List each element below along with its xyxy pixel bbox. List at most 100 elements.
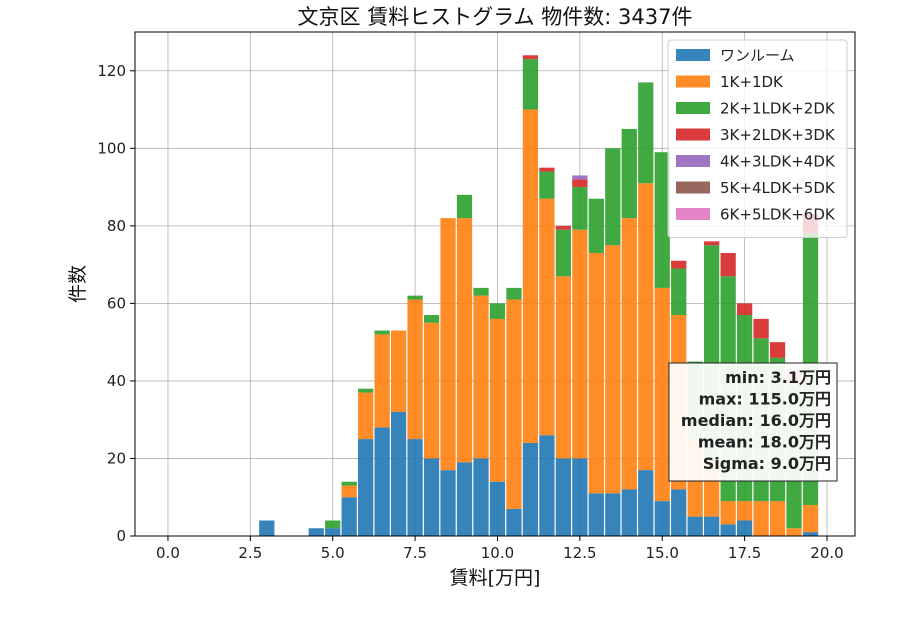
bar-segment-2-bin-17 <box>555 276 572 459</box>
bar-segment-1-bin-28 <box>736 520 753 536</box>
bar-segment-3-bin-6 <box>374 330 390 335</box>
bar-segment-3-bin-8 <box>407 295 423 300</box>
bar-segment-2-bin-16 <box>539 198 555 436</box>
bar-segment-2-bin-5 <box>358 392 374 440</box>
legend-label: 3K+2LDK+3DK <box>720 126 836 144</box>
bar-segment-2-bin-18 <box>572 229 588 459</box>
bar-segment-1-bin-12 <box>473 458 489 536</box>
stats-line: Sigma: 9.0万円 <box>703 454 831 473</box>
plot-frame <box>134 31 856 537</box>
y-axis-title: 件数 <box>67 265 89 303</box>
bar-segment-5-bin-18 <box>572 175 588 180</box>
x-tick-label: 17.5 <box>728 544 761 562</box>
bar-segment-2-bin-30 <box>769 501 786 536</box>
bar-segment-2-bin-22 <box>638 183 654 471</box>
y-tick-label: 100 <box>97 139 126 157</box>
bar-segment-1-bin-16 <box>539 435 555 536</box>
bar-segment-1-bin-26 <box>704 516 720 536</box>
bar-segment-4-bin-16 <box>539 167 555 172</box>
bar-segment-2-bin-20 <box>605 245 621 494</box>
x-tick-label: 0.0 <box>156 544 180 562</box>
bar-segment-1-bin-17 <box>555 458 572 536</box>
bar-segment-4-bin-15 <box>522 55 539 60</box>
legend-swatch <box>676 75 710 88</box>
bar-segment-4-bin-28 <box>736 303 753 316</box>
bar-segment-1-bin-24 <box>671 489 687 536</box>
stats-line: max: 115.0万円 <box>699 390 831 409</box>
x-tick-label: 7.5 <box>403 544 427 562</box>
x-tick-label: 2.5 <box>238 544 262 562</box>
stats-box: min: 3.1万円 max: 115.0万円 median: 16.0万円 mean… <box>668 362 838 482</box>
y-tick-label: 80 <box>107 217 126 235</box>
legend-label: 1K+1DK <box>720 73 784 91</box>
bar-segment-1-bin-19 <box>588 493 604 536</box>
bar-segment-4-bin-26 <box>704 241 720 246</box>
legend-swatch <box>676 128 710 141</box>
x-tick-label: 10.0 <box>481 544 514 562</box>
bar-segment-1-bin-15 <box>522 442 539 536</box>
legend-label: 5K+4LDK+5DK <box>720 179 836 197</box>
axis-ticks: 0.0 2.5 5.0 7.5 10.0 12.5 15.0 17.5 20.0 0 20 40 60 8… <box>97 62 843 562</box>
x-tick-label: 15.0 <box>646 544 679 562</box>
bar-segment-2-bin-23 <box>654 287 670 502</box>
legend-swatch <box>676 181 710 194</box>
x-tick-label: 20.0 <box>810 544 843 562</box>
bar-segment-2-bin-11 <box>456 218 473 463</box>
bar-segment-3-bin-22 <box>638 82 654 184</box>
y-tick-label: 40 <box>107 372 126 390</box>
bar-segment-3-bin-12 <box>473 287 489 296</box>
bar-segment-1-bin-25 <box>687 516 703 536</box>
bar-segment-2-bin-9 <box>423 322 440 459</box>
legend-swatch <box>676 102 710 114</box>
bar-segment-2-bin-13 <box>489 318 506 482</box>
bar-segment-4-bin-17 <box>555 225 572 230</box>
bar-segment-2-bin-31 <box>786 528 802 536</box>
bar-segment-1-bin-14 <box>506 508 522 536</box>
legend-label: 4K+3LDK+4DK <box>720 153 836 171</box>
bar-segment-3-bin-9 <box>423 315 440 323</box>
bar-segment-3-bin-18 <box>572 187 588 230</box>
bar-segment-2-bin-32 <box>802 504 819 533</box>
bar-segment-2-bin-4 <box>341 485 357 498</box>
bar-segment-1-bin-22 <box>638 470 654 536</box>
bar-segment-2-bin-8 <box>407 299 423 440</box>
bar-segment-3-bin-20 <box>605 148 621 246</box>
bar-segment-3-bin-23 <box>654 152 670 288</box>
bar-segment-1-bin-18 <box>572 458 588 536</box>
legend: ワンルーム 1K+1DK 2K+1LDK+2DK 3K+2LDK+3DK 4K+3LDK… <box>667 39 848 238</box>
stats-frame <box>668 362 838 482</box>
bar-segment-4-bin-27 <box>720 252 736 277</box>
bar-segment-3-bin-11 <box>456 194 473 219</box>
bar-segment-3-bin-5 <box>358 388 374 393</box>
bar-segment-1-bin-3 <box>325 528 341 536</box>
bar-segment-1-bin-20 <box>605 493 621 536</box>
bar-segment-2-bin-21 <box>621 218 637 490</box>
bar-segment-2-bin-14 <box>506 299 522 509</box>
bar-segment-1-bin-4 <box>341 497 357 536</box>
bar-segment-3-bin-3 <box>325 520 341 529</box>
bar-segment-3-bin-16 <box>539 171 555 199</box>
bar-segment-2-bin-27 <box>720 501 736 525</box>
bar-segment-4-bin-18 <box>572 179 588 188</box>
bar-segment-1-bin-11 <box>456 462 473 536</box>
bar-segment-4-bin-30 <box>769 342 786 358</box>
bar-segment-1-bin-23 <box>654 501 670 536</box>
bar-segment-1-bin-21 <box>621 489 637 536</box>
y-tick-label: 60 <box>107 294 126 312</box>
bar-segment-2-bin-10 <box>440 218 456 471</box>
bar-segment-1-bin-32 <box>802 532 819 536</box>
stats-line: min: 3.1万円 <box>725 368 831 387</box>
x-tick-label: 5.0 <box>321 544 345 562</box>
legend-label: 6K+5LDK+6DK <box>720 206 836 224</box>
bar-segment-2-bin-7 <box>390 330 407 412</box>
bar-segment-3-bin-13 <box>489 303 506 319</box>
legend-frame <box>667 39 848 238</box>
legend-label: 2K+1LDK+2DK <box>720 100 836 118</box>
stats-line: median: 16.0万円 <box>681 411 831 430</box>
legend-label: ワンルーム <box>720 47 795 65</box>
y-tick-label: 0 <box>116 527 126 545</box>
bar-segment-2-bin-15 <box>522 109 539 443</box>
bar-segment-2-bin-28 <box>736 501 753 521</box>
